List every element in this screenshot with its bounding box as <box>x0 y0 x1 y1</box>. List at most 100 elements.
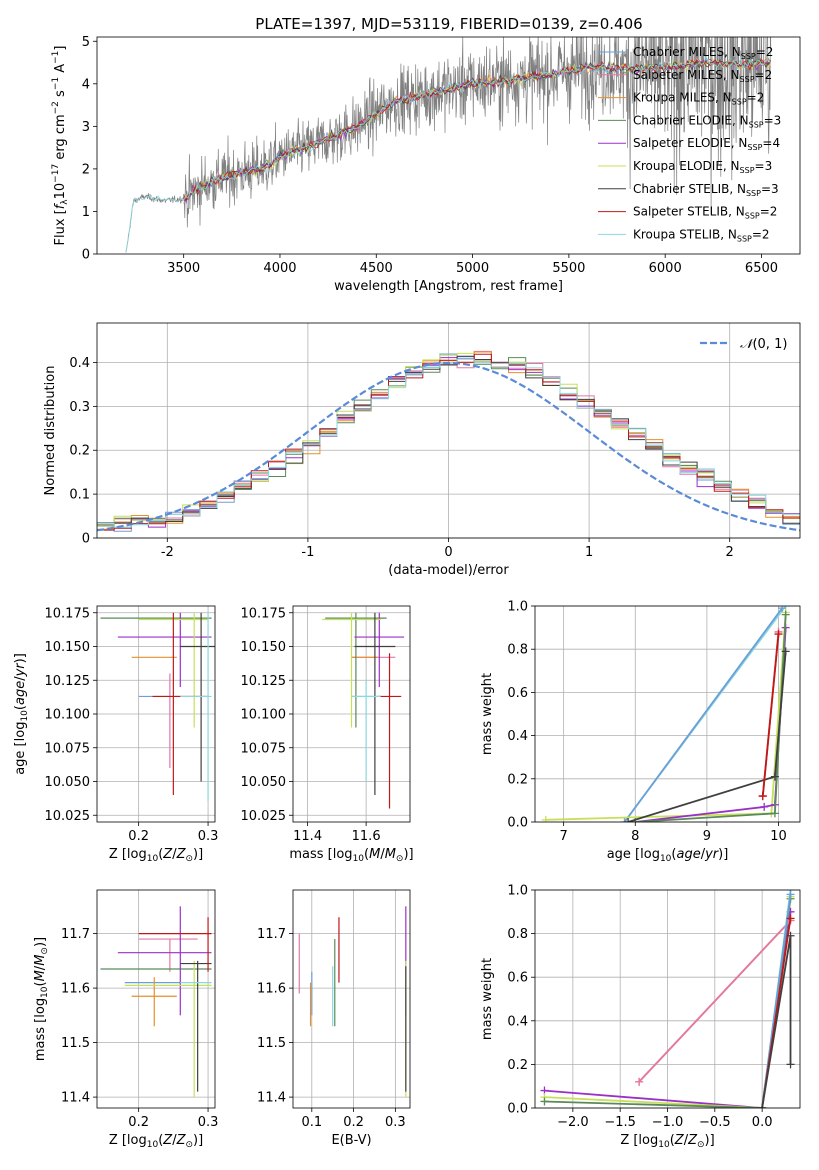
x-tick-label: 10 <box>770 829 787 844</box>
legend-label: Salpeter ELODIE, NSSP=4 <box>633 136 780 152</box>
y-axis-label: mass [log10(M/M⊙)] <box>33 937 50 1061</box>
x-tick-label: 0.3 <box>385 1115 406 1130</box>
legend-label: 𝒩(0, 1) <box>740 337 787 352</box>
weight-marker <box>620 818 629 822</box>
weight-marker <box>770 772 779 781</box>
legend-label: Chabrier ELODIE, NSSP=3 <box>633 113 781 129</box>
y-tick-label: 0.3 <box>69 400 90 415</box>
y-tick-label: 10.050 <box>241 775 287 790</box>
figure-title: PLATE=1397, MJD=53119, FIBERID=0139, z=0… <box>255 15 642 33</box>
weight-line-kroupa-elodie <box>545 612 787 821</box>
x-tick-label: 6500 <box>745 261 778 276</box>
y-tick-label: 10.175 <box>45 606 91 621</box>
x-tick-label: 11.4 <box>293 829 322 844</box>
weight-marker <box>758 1104 767 1108</box>
x-axis-label: age [log10(age/yr)] <box>607 847 729 864</box>
x-tick-label: 0.2 <box>343 1115 364 1130</box>
y-tick-label: 5 <box>82 35 90 50</box>
y-tick-label: 0.1 <box>69 488 90 503</box>
errorbars <box>322 612 405 809</box>
x-tick-label: 0.3 <box>198 1115 219 1130</box>
x-tick-label: 5500 <box>552 261 585 276</box>
y-tick-label: 3 <box>82 120 90 135</box>
y-tick-label: 10.125 <box>241 674 287 689</box>
y-tick-label: 10.100 <box>45 708 91 723</box>
y-tick-label: 2 <box>82 162 90 177</box>
x-tick-label: 5000 <box>456 261 489 276</box>
x-tick-label: 0 <box>444 545 452 560</box>
weight-marker <box>786 1060 795 1069</box>
axes-frame <box>534 605 801 823</box>
y-axis-label: mass weight <box>480 673 495 755</box>
y-tick-label: 0.8 <box>507 643 528 658</box>
age-vs-mass-panel: 11.4 11.6 10.025 10.050 10.075 10.100 10.125 10… <box>241 605 414 864</box>
y-tick-label: 11.7 <box>257 927 286 942</box>
y-tick-label: 0.2 <box>507 1058 528 1073</box>
legend-label: Chabrier MILES, NSSP=2 <box>633 45 773 61</box>
residuals-panel: -2 -1 0 1 2 0 0.1 0.2 0.3 0.4 (data-model)/error No… <box>43 322 801 578</box>
x-tick-label: 11.6 <box>352 829 381 844</box>
y-tick-label: 1.0 <box>507 600 528 615</box>
y-tick-label: 1.0 <box>507 884 528 899</box>
weight-lines <box>541 606 790 822</box>
y-tick-label: 10.025 <box>45 809 91 824</box>
errorbars <box>298 906 407 1098</box>
weight-marker <box>540 1097 549 1106</box>
y-tick-label: 0.6 <box>507 686 528 701</box>
y-tick-label: 0.4 <box>69 356 90 371</box>
x-tick-label: 0.1 <box>301 1115 322 1130</box>
errorbars <box>100 612 215 802</box>
age-vs-Z-panel: 0.2 0.3 10.025 10.050 10.075 10.100 10.125 10.1… <box>13 605 218 864</box>
x-tick-label: -1 <box>301 545 314 560</box>
y-tick-label: 10.025 <box>241 809 287 824</box>
legend-label: Kroupa ELODIE, NSSP=3 <box>633 159 772 175</box>
axes-frame <box>292 605 411 823</box>
axes-frame <box>292 889 411 1109</box>
y-tick-label: 0.0 <box>507 1102 528 1117</box>
weight-line-chabrier-stelib <box>761 935 792 1108</box>
y-tick-label: 10.175 <box>241 606 287 621</box>
y-axis-label: age [log10(age/yr)] <box>13 653 30 775</box>
weight-marker <box>758 792 767 801</box>
histograms <box>97 350 800 532</box>
weight-line-chabrier-miles <box>623 607 783 822</box>
x-tick-label: 9 <box>703 829 711 844</box>
x-tick-label: −1.5 <box>604 1115 636 1130</box>
weight-line-salpeter-miles <box>638 919 792 1083</box>
x-tick-label: 1 <box>585 545 593 560</box>
spectrum-panel: 3500 4000 4500 5000 5500 6000 6500 0 1 2 3 4 5 wavele… <box>51 35 801 294</box>
x-tick-label: 7 <box>560 829 568 844</box>
axes-frame <box>96 36 801 255</box>
weight-lines <box>540 890 795 1108</box>
weight-marker <box>635 1077 644 1086</box>
weight-marker <box>781 647 790 656</box>
y-tick-label: 0 <box>82 248 90 263</box>
weight-marker <box>760 802 769 811</box>
y-tick-label: 1 <box>82 205 90 220</box>
normal-curve <box>97 361 800 532</box>
weight-marker <box>541 815 550 822</box>
y-tick-label: 10.100 <box>241 708 287 723</box>
y-axis-label: Normed distribution <box>43 366 58 496</box>
y-tick-label: 0.6 <box>507 971 528 986</box>
y-tick-label: 0.4 <box>507 1014 528 1029</box>
weight-marker <box>786 931 795 940</box>
y-tick-label: 11.4 <box>257 1091 286 1106</box>
x-axis-label: wavelength [Angstrom, rest frame] <box>334 279 563 294</box>
data-spectrum <box>125 37 772 252</box>
y-tick-label: 10.150 <box>241 640 287 655</box>
y-tick-label: 11.6 <box>61 982 90 997</box>
y-tick-label: 11.7 <box>61 927 90 942</box>
axes-frame <box>96 322 801 539</box>
legend-label: Kroupa STELIB, NSSP=2 <box>633 227 770 243</box>
x-tick-label: 4000 <box>263 261 296 276</box>
legend-label: Salpeter MILES, NSSP=2 <box>633 68 772 84</box>
y-tick-label: 10.125 <box>45 674 91 689</box>
y-tick-label: 0.2 <box>69 444 90 459</box>
weight-marker <box>786 890 795 899</box>
weight-marker <box>781 610 790 619</box>
x-tick-label: 3500 <box>167 261 200 276</box>
axes-frame <box>96 889 216 1109</box>
y-tick-label: 10.075 <box>45 741 91 756</box>
